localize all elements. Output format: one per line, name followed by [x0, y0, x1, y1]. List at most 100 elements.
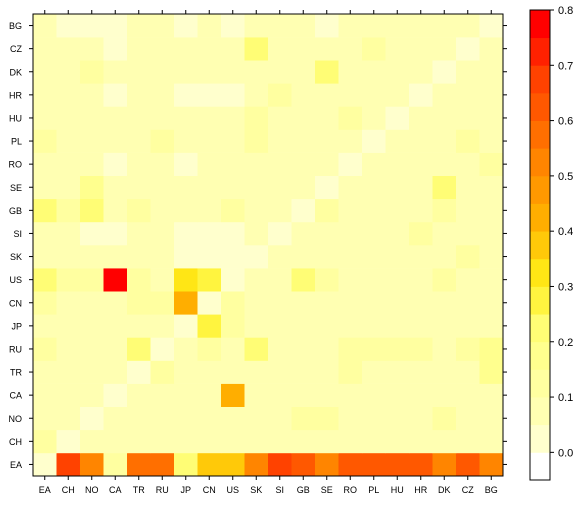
heatmap-cell-cn-tr — [127, 291, 151, 315]
heatmap-cell-hr-dk — [432, 83, 457, 107]
heatmap-cell-cn-dk — [432, 291, 457, 315]
heatmap-cell-hu-ea — [33, 106, 57, 130]
heatmap-cell-hr-pl — [362, 83, 386, 107]
heatmap-cell-se-se — [315, 175, 339, 200]
heatmap-cell-tr-jp — [174, 360, 198, 384]
heatmap-cell-us-hu — [385, 268, 410, 292]
heatmap-cell-ch-no — [80, 429, 104, 454]
heatmap-cell-jp-ro — [338, 314, 363, 338]
y-tick-label: PL — [11, 137, 22, 147]
heatmap-cell-ch-ru — [150, 429, 175, 454]
heatmap-cell-ea-gb — [291, 452, 316, 477]
x-tick-label: CN — [203, 485, 216, 495]
x-tick-label: DK — [438, 485, 451, 495]
y-tick-label: RU — [9, 344, 22, 354]
heatmap-cell-ro-cn — [197, 152, 222, 176]
heatmap-cell-se-cn — [197, 175, 222, 200]
heatmap-cell-ea-si — [268, 452, 292, 477]
heatmap-cell-cz-hr — [409, 37, 433, 61]
heatmap-cell-ru-bg — [479, 337, 504, 361]
heatmap-cell-dk-ro — [338, 60, 363, 84]
heatmap-cell-ca-ca — [103, 383, 128, 407]
heatmap-cell-gb-se — [315, 198, 339, 223]
heatmap-cell-ea-se — [315, 452, 339, 477]
heatmap-cell-bg-us — [221, 14, 245, 38]
heatmap-cell-gb-hu — [385, 198, 410, 223]
heatmap-cell-bg-pl — [362, 14, 386, 38]
heatmap-cell-sk-tr — [127, 245, 151, 269]
heatmap-cell-hr-no — [80, 83, 104, 107]
heatmap-cell-cz-bg — [479, 37, 504, 61]
colorbar-step — [530, 92, 550, 121]
heatmap-cell-sk-gb — [291, 245, 316, 269]
heatmap-cell-no-ca — [103, 406, 128, 431]
heatmap-cell-gb-ea — [33, 198, 57, 223]
heatmap-cell-cz-ea — [33, 37, 57, 61]
heatmap-cell-no-dk — [432, 406, 457, 431]
colorbar-step — [530, 341, 550, 370]
heatmap-cell-pl-dk — [432, 129, 457, 153]
heatmap-cell-dk-bg — [479, 60, 504, 84]
heatmap-cell-us-gb — [291, 268, 316, 292]
heatmap-cell-si-hr — [409, 221, 433, 246]
colorbar-tick-label: 0.3 — [558, 281, 573, 293]
heatmap-cell-cn-hu — [385, 291, 410, 315]
heatmap-cell-tr-pl — [362, 360, 386, 384]
heatmap-cell-gb-ch — [56, 198, 81, 223]
heatmap-cell-bg-sk — [244, 14, 269, 38]
heatmap-cell-tr-hr — [409, 360, 433, 384]
heatmap-cell-cn-ea — [33, 291, 57, 315]
heatmap-cell-ch-pl — [362, 429, 386, 454]
heatmap-cell-ro-cz — [456, 152, 480, 176]
heatmap-cell-se-si — [268, 175, 292, 200]
heatmap-cell-jp-us — [221, 314, 245, 338]
heatmap-cell-pl-ea — [33, 129, 57, 153]
heatmap-cell-hr-cz — [456, 83, 480, 107]
colorbar-step — [530, 258, 550, 287]
heatmap-cell-jp-ru — [150, 314, 175, 338]
heatmap-cell-si-ch — [56, 221, 81, 246]
heatmap-cell-ea-hu — [385, 452, 410, 477]
heatmap-cell-si-si — [268, 221, 292, 246]
heatmap-cell-si-ca — [103, 221, 128, 246]
heatmap-cell-pl-cz — [456, 129, 480, 153]
x-tick-label: NO — [85, 485, 99, 495]
heatmap-cell-tr-no — [80, 360, 104, 384]
x-tick-label: CZ — [462, 485, 474, 495]
heatmap-cell-us-ro — [338, 268, 363, 292]
heatmap-cell-hu-tr — [127, 106, 151, 130]
heatmap-cell-hr-us — [221, 83, 245, 107]
heatmap-cell-ru-pl — [362, 337, 386, 361]
heatmap-cell-cn-us — [221, 291, 245, 315]
heatmap-cell-hu-hr — [409, 106, 433, 130]
x-tick-label: SI — [275, 485, 284, 495]
heatmap-cell-us-se — [315, 268, 339, 292]
heatmap-cell-cn-sk — [244, 291, 269, 315]
heatmap-cell-sk-sk — [244, 245, 269, 269]
heatmap-cell-pl-cn — [197, 129, 222, 153]
heatmap-cell-no-sk — [244, 406, 269, 431]
heatmap-cell-gb-sk — [244, 198, 269, 223]
heatmap-cell-gb-pl — [362, 198, 386, 223]
colorbar-step — [530, 424, 550, 453]
colorbar-step — [530, 175, 550, 204]
heatmap-cell-gb-cn — [197, 198, 222, 223]
colorbar-step — [530, 314, 550, 343]
heatmap-cell-no-ch — [56, 406, 81, 431]
heatmap-cell-ru-no — [80, 337, 104, 361]
heatmap-cell-ea-cz — [456, 452, 480, 477]
heatmap-cell-sk-dk — [432, 245, 457, 269]
heatmap-cell-ea-hr — [409, 452, 433, 477]
heatmap-cell-se-pl — [362, 175, 386, 200]
y-tick-label: BG — [9, 21, 22, 31]
heatmap-cell-dk-ea — [33, 60, 57, 84]
heatmap-cell-cz-ch — [56, 37, 81, 61]
heatmap-cell-cn-si — [268, 291, 292, 315]
heatmap-cell-bg-ea — [33, 14, 57, 38]
heatmap-cell-tr-bg — [479, 360, 504, 384]
heatmap-cell-gb-gb — [291, 198, 316, 223]
x-tick-label: BG — [485, 485, 498, 495]
heatmap-cell-bg-si — [268, 14, 292, 38]
heatmap-cell-jp-no — [80, 314, 104, 338]
heatmap-cell-ro-jp — [174, 152, 198, 176]
